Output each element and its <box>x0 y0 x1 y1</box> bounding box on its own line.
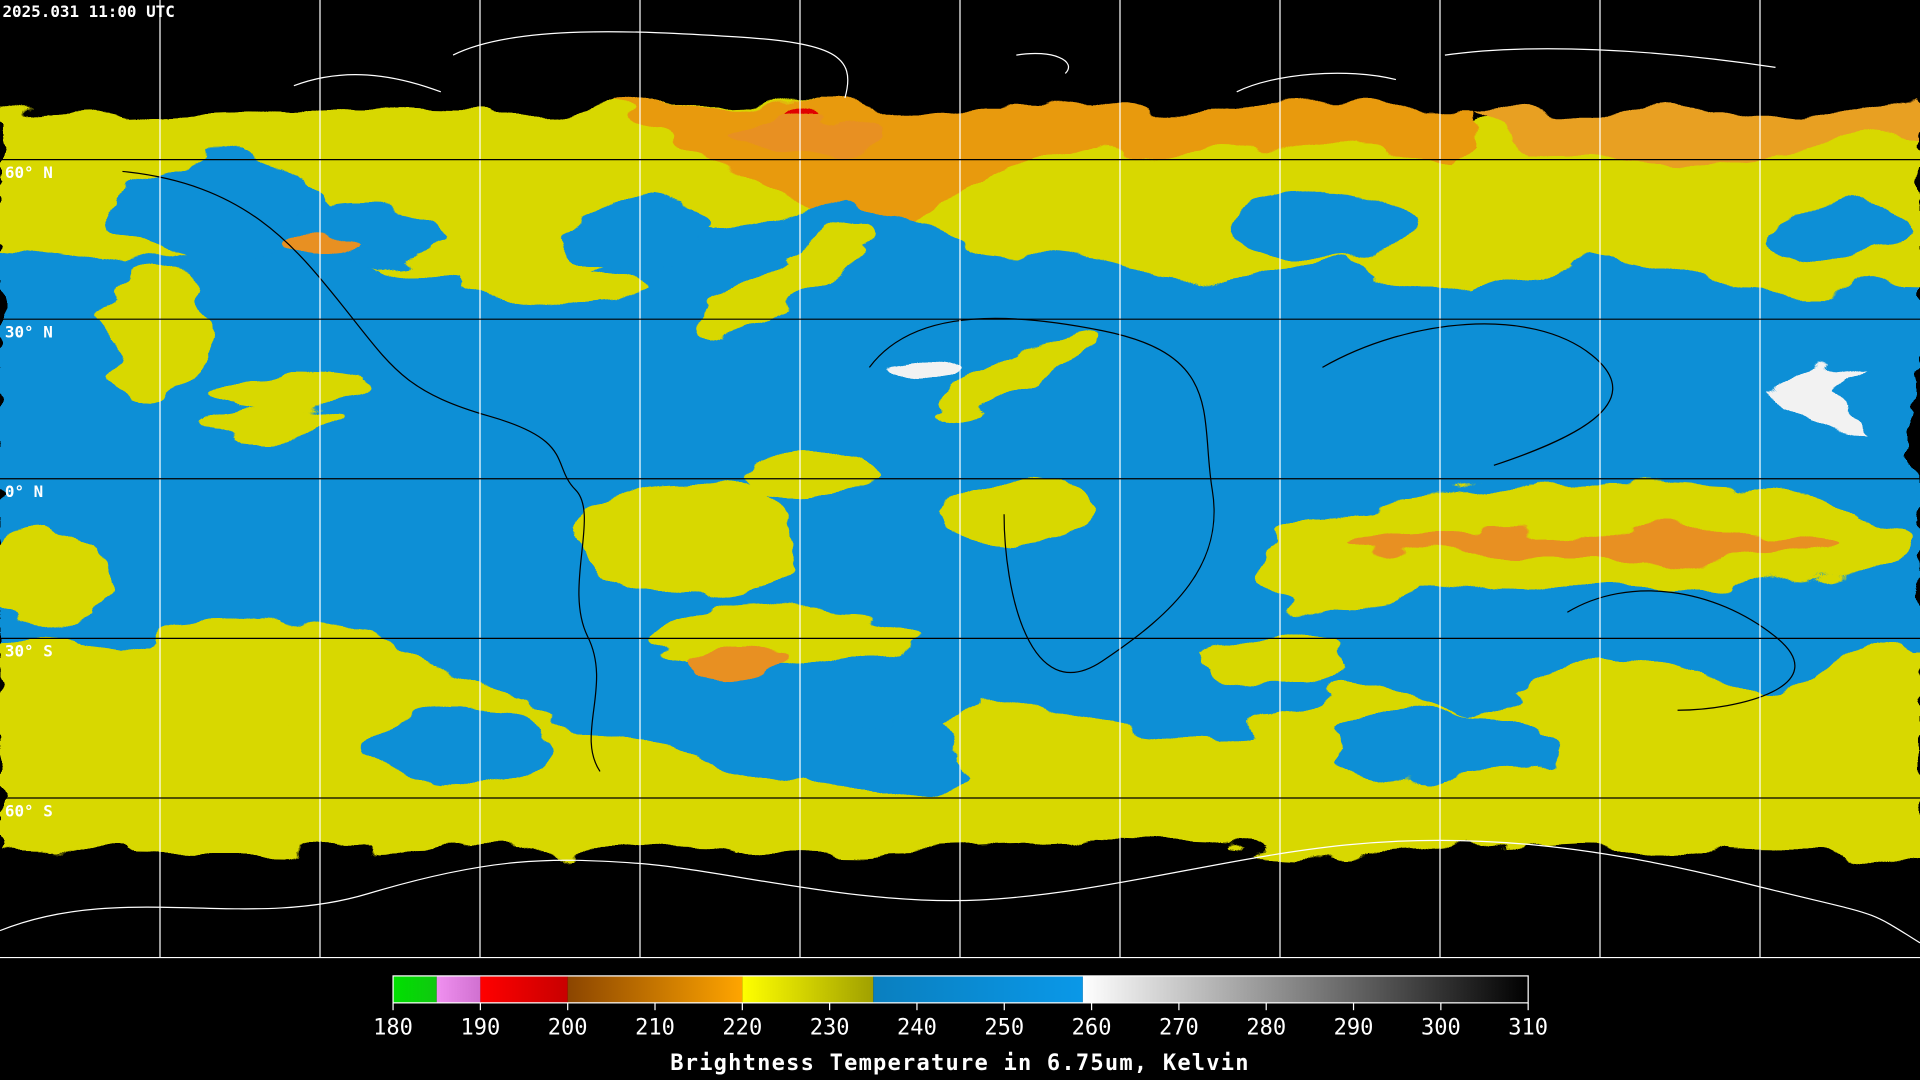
graticule <box>0 0 1920 959</box>
blue-patch <box>563 202 711 264</box>
timestamp: 2025.031 11:00 UTC <box>2 2 174 21</box>
colorbar: 180 190 200 210 220 230 240 250 260 270 280 290 300 3… <box>373 975 1548 1041</box>
colorbar-tick-label: 230 <box>810 1016 850 1041</box>
cloud-blob <box>687 223 880 340</box>
warm-blob <box>281 232 356 258</box>
cloud-blob <box>208 373 380 411</box>
colorbar-segment <box>393 975 437 1003</box>
colorbar-segment <box>567 975 743 1003</box>
cloud-blob <box>0 526 111 625</box>
colorbar-tick-label: 310 <box>1508 1016 1548 1041</box>
lat-label: 30° N <box>5 323 53 342</box>
cloud-blob <box>104 269 215 392</box>
warm-blob <box>734 120 882 150</box>
coastline <box>0 839 1920 944</box>
colorbar-tick-label: 280 <box>1246 1016 1286 1041</box>
cloud-blob <box>195 407 343 438</box>
coastline <box>293 31 1776 99</box>
colorbar-tick-label: 180 <box>373 1016 413 1041</box>
cloud-blob <box>1261 538 1433 613</box>
colorbar-tick-label: 220 <box>722 1016 762 1041</box>
cloud-blob <box>1200 630 1347 692</box>
colorbar-frame <box>392 975 1529 1004</box>
cloud-blob <box>942 477 1090 552</box>
cloud-blob <box>734 455 882 500</box>
colorbar-tick-label: 200 <box>548 1016 588 1041</box>
colorbar-tick-label: 240 <box>897 1016 937 1041</box>
colorbar-segment <box>1082 975 1529 1003</box>
colorbar-tick-label: 250 <box>984 1016 1024 1041</box>
coastline <box>122 170 1796 772</box>
colorbar-tick-label: 190 <box>460 1016 500 1041</box>
blue-patch <box>367 710 564 784</box>
blue-patch <box>1334 716 1556 778</box>
cloud-blob <box>465 265 662 310</box>
blue-patch <box>1763 202 1911 264</box>
cloud-blob <box>1824 648 1920 723</box>
white-blob <box>1763 363 1874 439</box>
lat-label: 60° S <box>5 801 53 820</box>
cloud-blob <box>938 334 1095 413</box>
colorbar-segment <box>436 975 481 1003</box>
colorbar-tick-label: 270 <box>1159 1016 1199 1041</box>
colorbar-tick-label: 300 <box>1421 1016 1461 1041</box>
warm-blob <box>685 648 784 674</box>
colorbar-title: Brightness Temperature in 6.75um, Kelvin <box>670 1051 1250 1076</box>
blue-patch <box>795 716 968 803</box>
lat-label: 60° N <box>5 163 53 182</box>
colorbar-segment <box>480 975 568 1003</box>
lat-label: 30° S <box>5 642 53 661</box>
warm-blob <box>1346 530 1837 560</box>
colorbar-tick-label: 260 <box>1072 1016 1112 1041</box>
colorbar-segment <box>742 975 874 1003</box>
orange-siberia <box>1469 107 1920 166</box>
white-blob <box>887 362 962 385</box>
lat-labels: 60° N 30° N 0° N 30° S 60° S <box>5 163 53 820</box>
colorbar-tick-label: 290 <box>1334 1016 1374 1041</box>
cloud-blob <box>122 624 319 747</box>
cloud-blob <box>575 477 796 600</box>
colorbar-tick-label: 210 <box>635 1016 675 1041</box>
colorbar-segment <box>873 975 1083 1003</box>
lat-label: 0° N <box>5 482 43 501</box>
